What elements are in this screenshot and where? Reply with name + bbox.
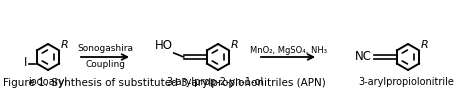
Text: 3-arylpropiolonitrile: 3-arylpropiolonitrile (358, 77, 454, 87)
Text: Figure 1. Synthesis of substituted 3-arylpropiononitriles (APN): Figure 1. Synthesis of substituted 3-ary… (3, 78, 326, 88)
Text: Coupling: Coupling (85, 60, 125, 69)
Text: NC: NC (355, 50, 372, 63)
Text: R: R (60, 40, 68, 49)
Text: I: I (24, 57, 28, 69)
Text: HO: HO (155, 39, 173, 52)
Text: 3-arylprop-2-yn-1-ol: 3-arylprop-2-yn-1-ol (166, 77, 264, 87)
Text: R: R (230, 40, 238, 49)
Text: Sonogashira: Sonogashira (77, 44, 133, 53)
Text: MnO₂, MgSO₄, NH₃: MnO₂, MgSO₄, NH₃ (249, 46, 326, 55)
Text: iodoaryl: iodoaryl (28, 77, 67, 87)
Text: R: R (420, 40, 428, 49)
